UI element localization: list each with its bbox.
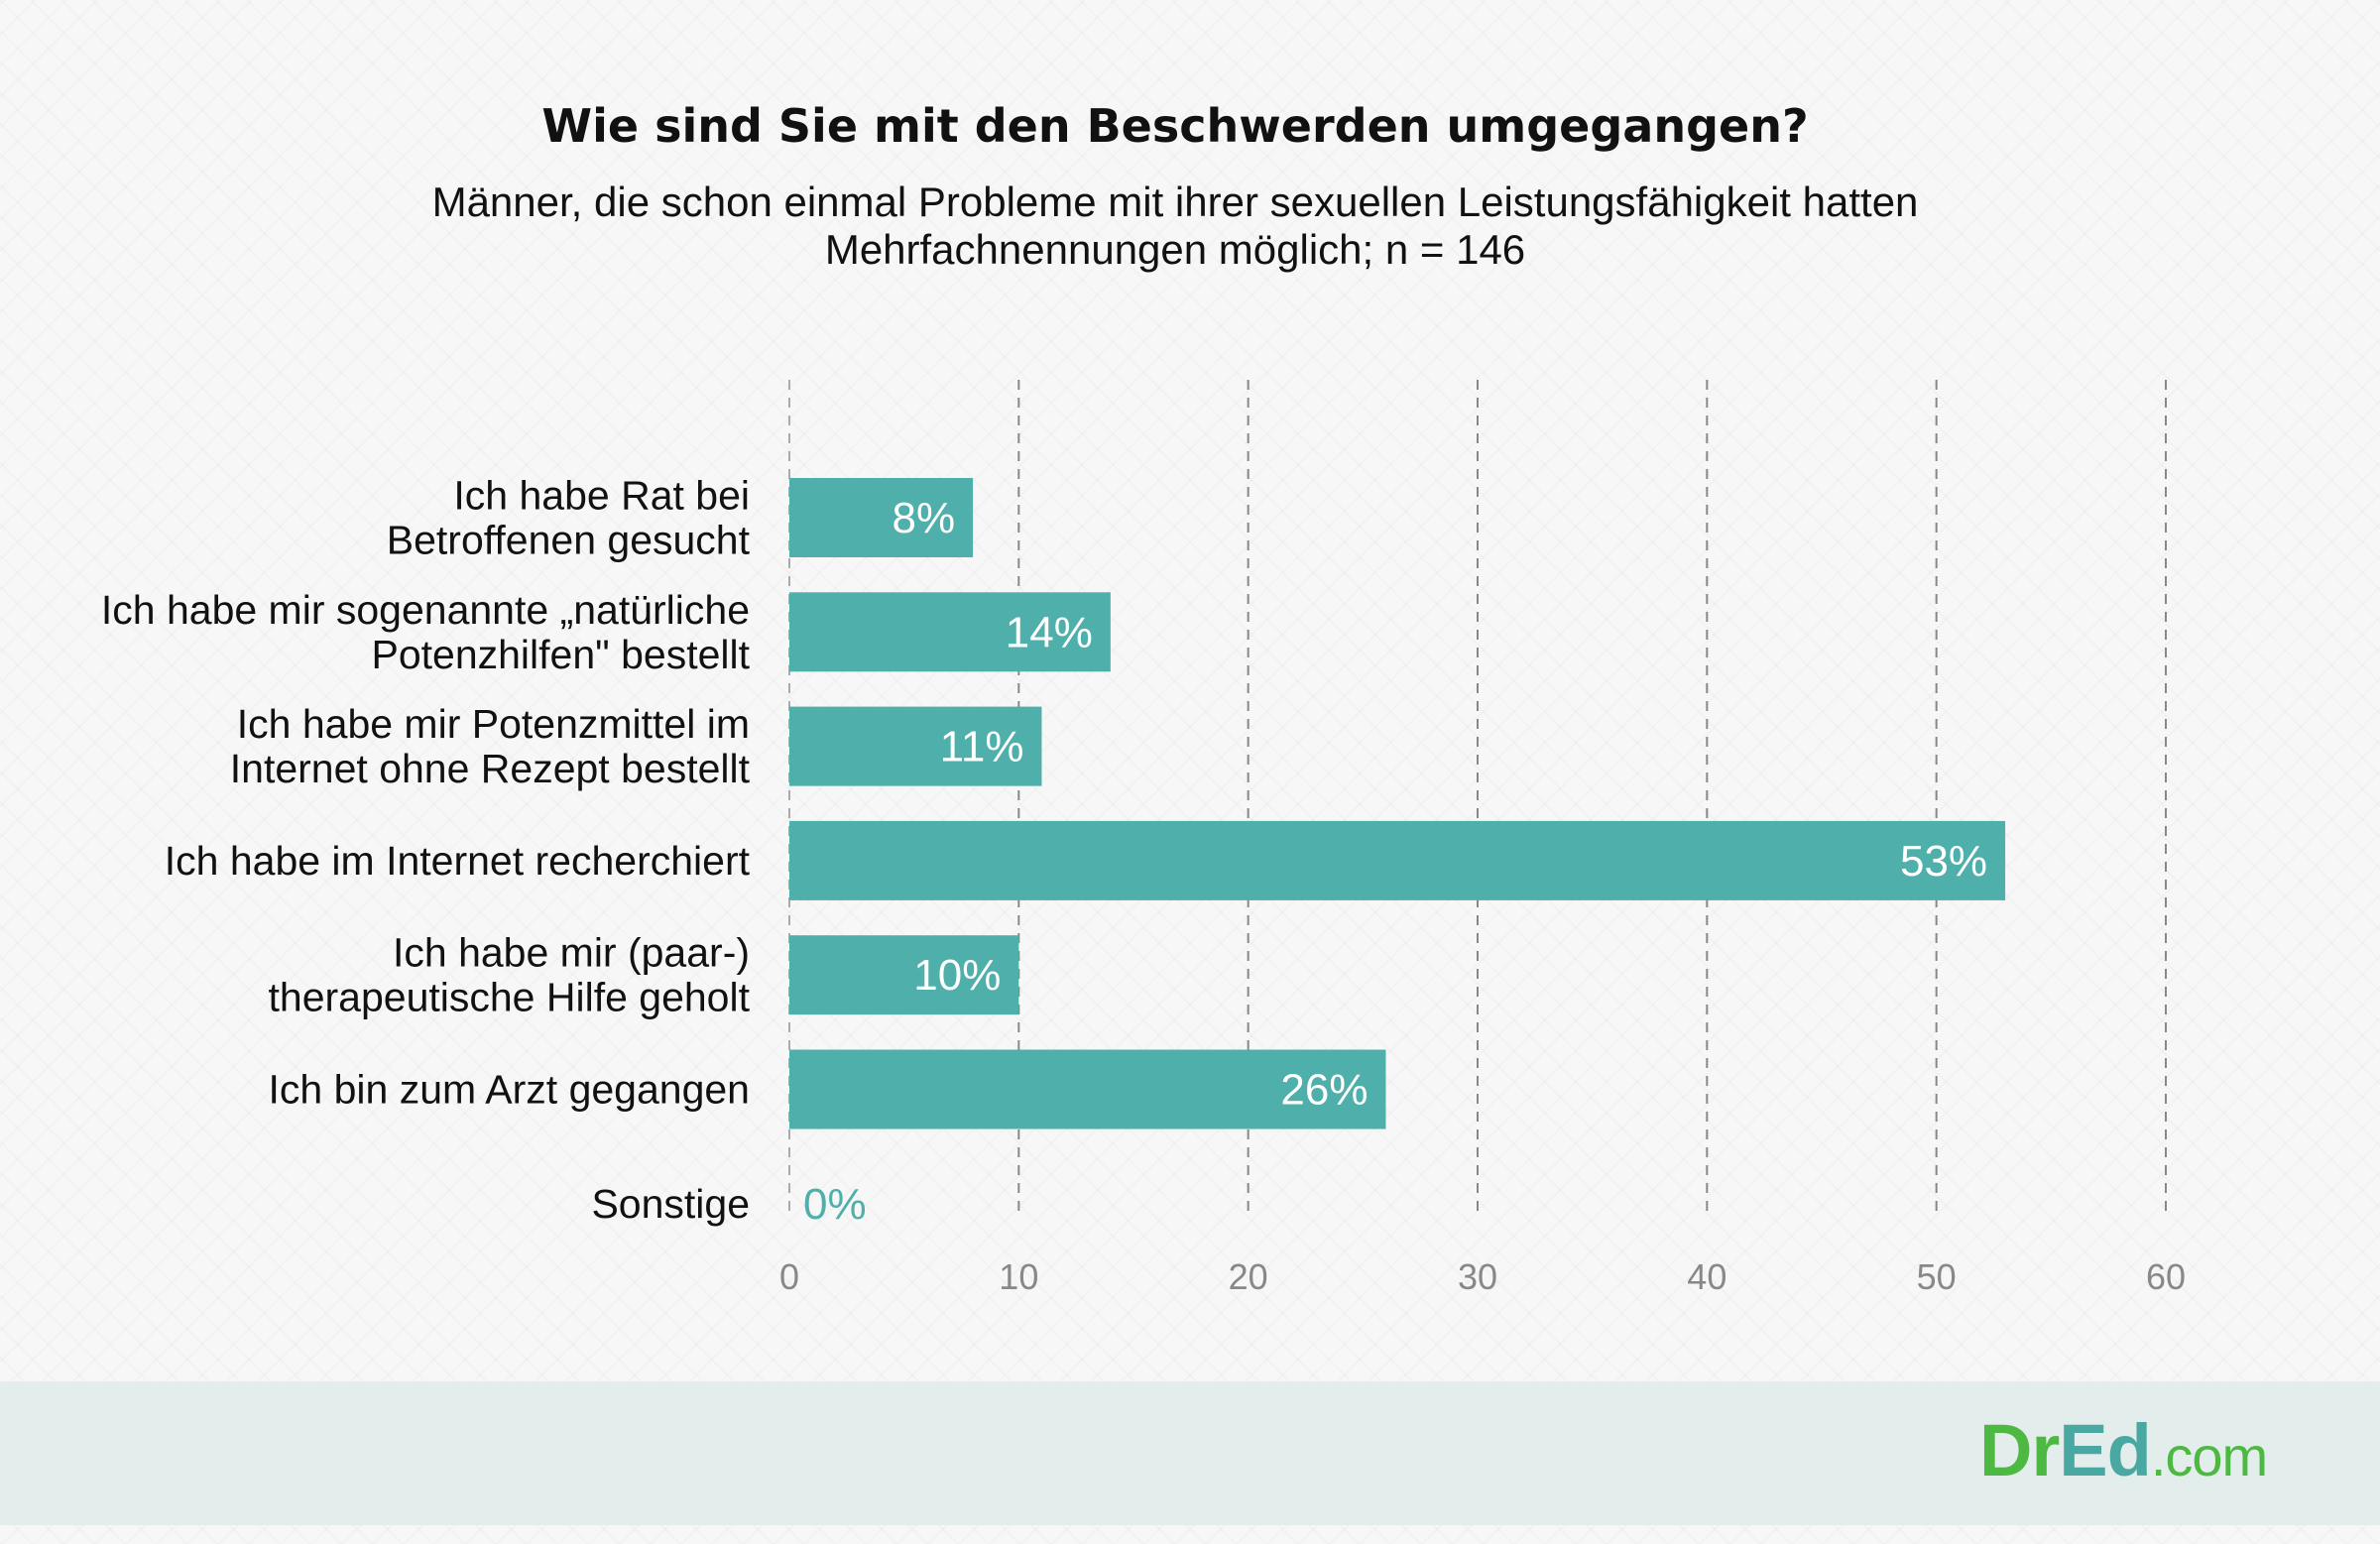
data-label: 0% — [803, 1180, 867, 1229]
category-label: Sonstige — [591, 1181, 750, 1227]
bar-chart: 0 10 20 30 40 50 60 Ich habe Rat beiBetroffenen… — [101, 380, 2186, 1297]
category-label: Internet ohne Rezept bestellt — [230, 746, 751, 791]
bar — [789, 706, 1042, 786]
x-tick-label: 60 — [2146, 1256, 2186, 1297]
category-label: Ich habe mir sogenannte „natürliche — [101, 587, 750, 633]
data-label: 53% — [1900, 837, 1987, 886]
chart-subtitle-line-2: Mehrfachnennungen möglich; n = 146 — [824, 226, 1526, 273]
bar — [789, 1049, 1386, 1129]
category-label: Ich bin zum Arzt gegangen — [269, 1067, 750, 1113]
x-tick-label: 10 — [999, 1256, 1038, 1297]
category-label: Potenzhilfen" bestellt — [371, 632, 750, 677]
data-label: 8% — [892, 494, 955, 542]
chart-title: Wie sind Sie mit den Beschwerden umgegan… — [541, 99, 1809, 153]
data-label: 10% — [913, 951, 1001, 1000]
bar — [789, 592, 1111, 672]
data-label: 11% — [940, 723, 1024, 772]
bar — [789, 935, 1019, 1015]
x-tick-label: 40 — [1687, 1256, 1726, 1297]
data-label: 14% — [1006, 608, 1093, 656]
category-label: therapeutische Hilfe geholt — [269, 975, 751, 1020]
x-tick-label: 20 — [1229, 1256, 1268, 1297]
dred-logo: DrEd.com — [1979, 1409, 2268, 1491]
category-label: Ich habe im Internet recherchiert — [165, 838, 751, 884]
x-tick-label: 50 — [1917, 1256, 1957, 1297]
category-label: Ich habe mir (paar-) — [393, 930, 750, 976]
category-label: Ich habe mir Potenzmittel im — [237, 701, 750, 747]
x-tick-label: 0 — [779, 1256, 799, 1297]
category-label: Betroffenen gesucht — [387, 518, 751, 563]
x-tick-label: 30 — [1458, 1256, 1497, 1297]
category-label: Ich habe Rat bei — [453, 473, 750, 519]
footer-band — [0, 1381, 2380, 1525]
bar — [789, 478, 974, 557]
data-label: 26% — [1280, 1066, 1368, 1115]
chart-subtitle-line-1: Männer, die schon einmal Probleme mit ih… — [431, 178, 1919, 225]
bar — [789, 820, 2006, 900]
